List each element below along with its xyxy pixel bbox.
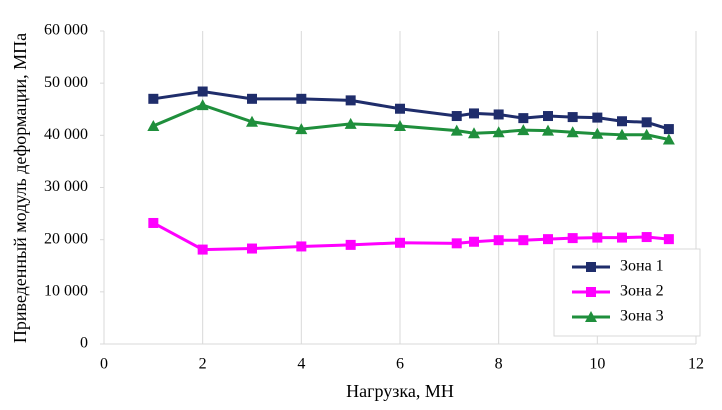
marker <box>148 93 159 104</box>
x-tick-label: 6 <box>396 356 404 373</box>
marker <box>518 113 529 124</box>
series-line <box>152 221 670 252</box>
marker <box>566 126 579 138</box>
legend-marker <box>586 262 596 272</box>
x-tick-label: 0 <box>100 356 108 373</box>
marker <box>450 124 463 136</box>
marker <box>592 112 603 123</box>
y-tick-label: 30 000 <box>44 178 88 195</box>
marker <box>296 241 307 252</box>
marker <box>247 243 257 254</box>
marker <box>663 234 674 245</box>
marker <box>395 237 405 248</box>
marker <box>148 217 159 228</box>
marker <box>517 124 530 136</box>
marker <box>567 233 578 244</box>
marker <box>469 108 479 119</box>
marker <box>296 93 307 104</box>
marker <box>542 124 554 136</box>
marker <box>617 116 627 127</box>
marker <box>197 244 208 255</box>
marker <box>451 238 462 249</box>
x-tick-label: 12 <box>688 356 704 373</box>
marker <box>345 95 356 106</box>
marker <box>147 119 160 131</box>
marker <box>247 93 257 104</box>
marker <box>492 126 505 138</box>
y-tick-label: 60 000 <box>44 22 88 39</box>
legend-label: Зона 3 <box>620 308 664 325</box>
marker <box>567 112 578 123</box>
legend-label: Зона 2 <box>620 283 664 300</box>
y-tick-label: 20 000 <box>44 230 88 247</box>
marker <box>493 235 504 246</box>
marker <box>394 119 406 131</box>
marker <box>543 111 553 122</box>
x-axis-label: Нагрузка, МН <box>346 381 454 401</box>
marker <box>662 133 675 145</box>
marker <box>196 99 209 111</box>
marker <box>451 111 462 122</box>
marker <box>246 115 258 127</box>
y-tick-label: 0 <box>80 335 88 352</box>
marker <box>468 127 480 139</box>
marker <box>617 232 627 243</box>
x-tick-label: 2 <box>199 356 207 373</box>
marker <box>518 235 529 246</box>
marker <box>641 117 652 128</box>
legend-label: Зона 1 <box>620 258 664 275</box>
marker <box>344 117 357 129</box>
x-tick-label: 10 <box>589 356 605 373</box>
marker <box>197 86 208 97</box>
marker <box>469 236 479 247</box>
series-line <box>153 89 670 131</box>
y-axis-label: Приведенный модуль деформации, МПа <box>10 33 30 343</box>
marker <box>395 103 405 114</box>
marker <box>543 234 553 245</box>
legend-marker <box>586 287 596 297</box>
marker <box>591 127 604 139</box>
marker <box>295 123 308 135</box>
legend-marker <box>585 311 597 322</box>
marker <box>592 232 603 243</box>
marker <box>493 109 504 120</box>
y-tick-label: 50 000 <box>44 74 88 91</box>
marker <box>641 232 652 243</box>
marker <box>345 239 356 250</box>
series-line <box>152 103 670 141</box>
y-tick-label: 10 000 <box>44 283 88 300</box>
x-tick-label: 8 <box>495 356 503 373</box>
marker <box>663 124 674 135</box>
legend: Зона 1 Зона 2 Зона 3 <box>553 248 701 337</box>
x-tick-label: 4 <box>297 356 305 373</box>
marker <box>616 128 628 140</box>
marker <box>640 128 653 140</box>
y-tick-label: 40 000 <box>44 126 88 143</box>
